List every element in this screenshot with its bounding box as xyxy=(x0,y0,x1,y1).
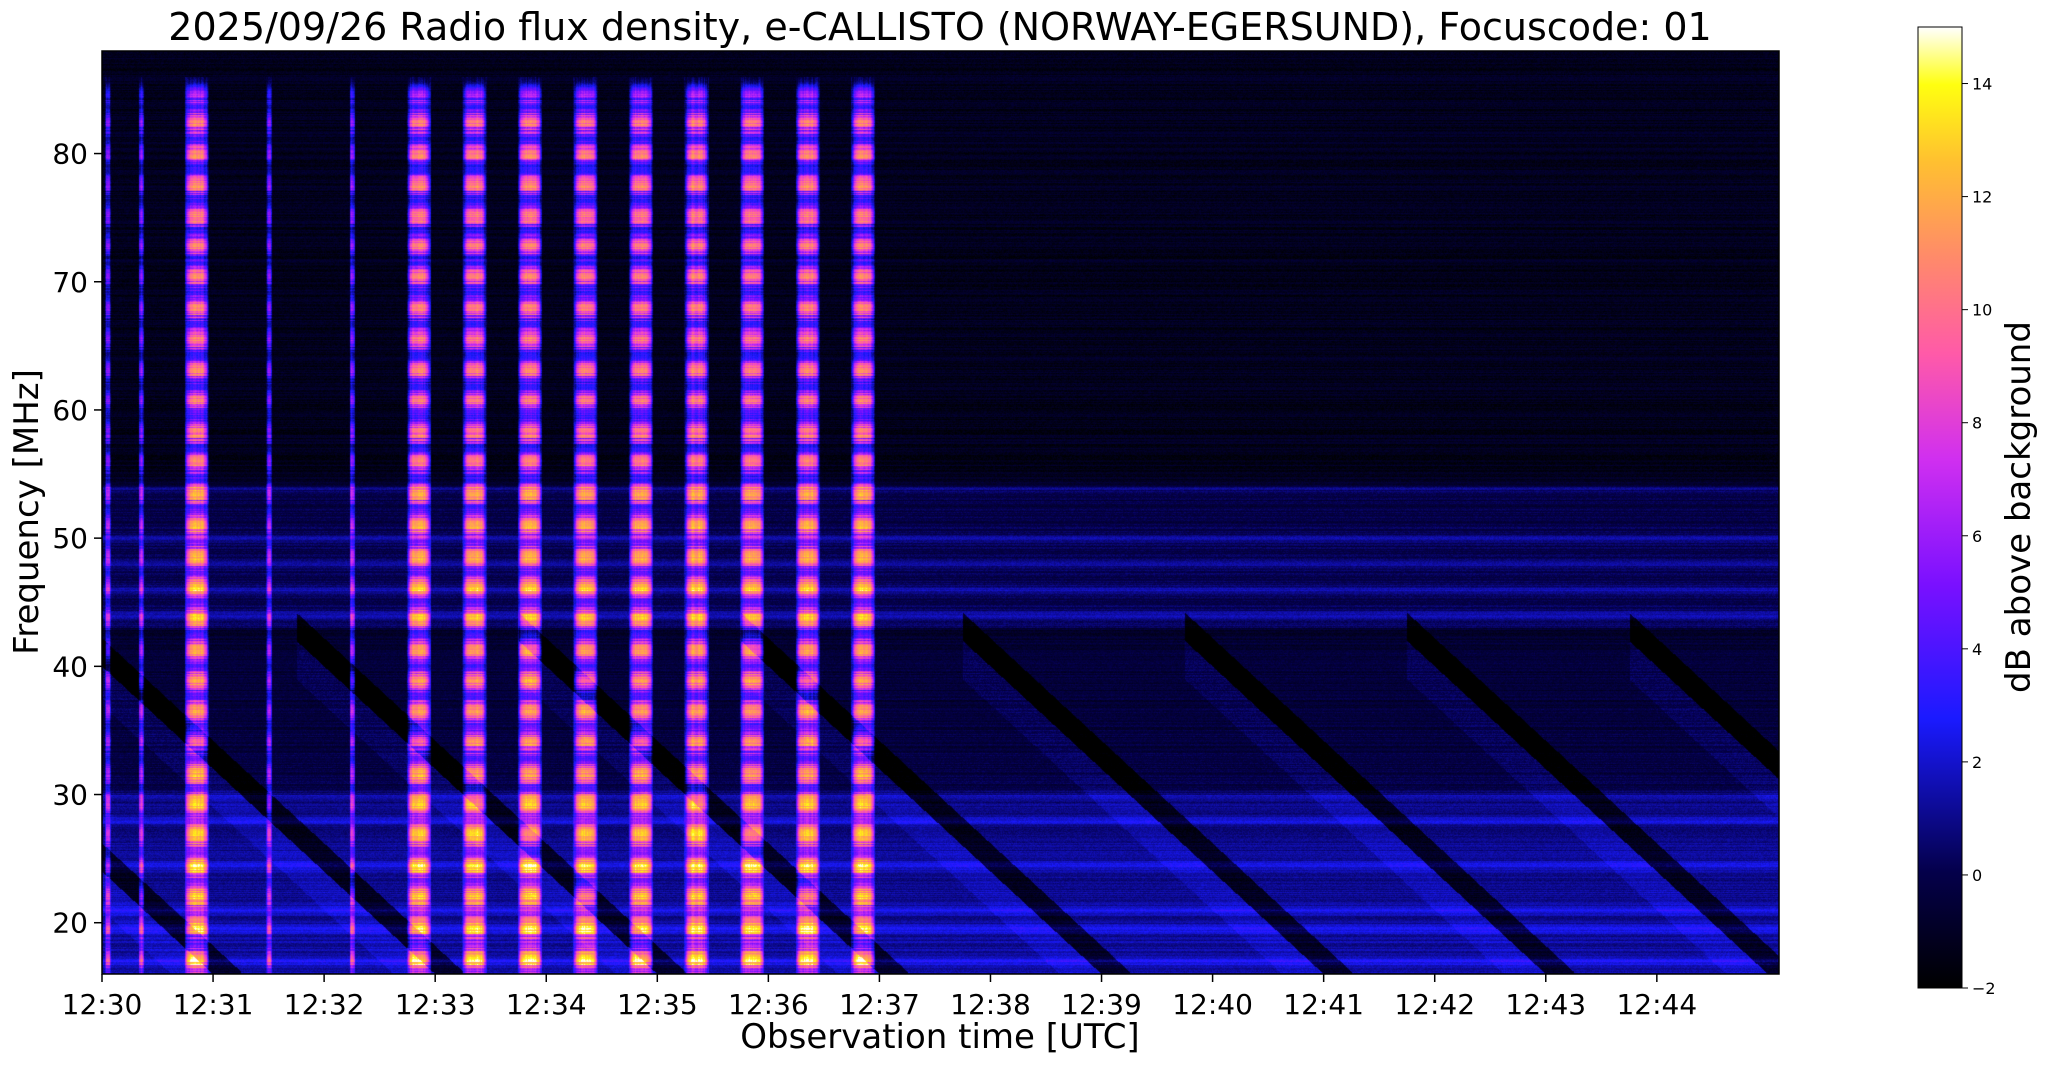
x-tick-label: 12:39 xyxy=(1061,988,1142,1021)
x-tick-label: 12:33 xyxy=(395,988,476,1021)
x-tick-label: 12:38 xyxy=(950,988,1031,1021)
colorbar xyxy=(1917,26,1963,989)
colorbar-label: dB above background xyxy=(1999,321,2039,693)
y-tick-label: 30 xyxy=(52,779,88,812)
x-tick-label: 12:40 xyxy=(1172,988,1253,1021)
y-tick-label: 50 xyxy=(52,522,88,555)
x-tick-label: 12:42 xyxy=(1394,988,1475,1021)
y-tick-label: 80 xyxy=(52,138,88,171)
plot-area xyxy=(102,51,1779,974)
colorbar-tick-label: 12 xyxy=(1972,188,1992,207)
x-tick-label: 12:43 xyxy=(1505,988,1586,1021)
x-tick-label: 12:32 xyxy=(284,988,365,1021)
y-tick-label: 60 xyxy=(52,394,88,427)
x-axis-label: Observation time [UTC] xyxy=(740,1017,1139,1057)
colorbar-tick-label: 0 xyxy=(1972,866,1982,885)
colorbar-ticks: −2 0 2 4 6 8 10 12 14 xyxy=(1962,75,1996,998)
y-axis-ticks: 20 30 40 50 60 70 80 xyxy=(52,138,102,940)
colorbar-tick-label: 4 xyxy=(1972,640,1982,659)
y-axis-label: Frequency [MHz] xyxy=(7,369,47,655)
colorbar-tick-label: 10 xyxy=(1972,301,1992,320)
y-tick-label: 20 xyxy=(52,907,88,940)
colorbar-tick-label: 6 xyxy=(1972,527,1982,546)
y-tick-label: 70 xyxy=(52,266,88,299)
colorbar-tick-label: 14 xyxy=(1972,75,1992,94)
chart-title: 2025/09/26 Radio flux density, e-CALLIST… xyxy=(168,5,1711,49)
x-tick-label: 12:30 xyxy=(62,988,143,1021)
colorbar-tick-label: 8 xyxy=(1972,414,1982,433)
x-tick-label: 12:31 xyxy=(173,988,254,1021)
x-tick-label: 12:35 xyxy=(617,988,698,1021)
x-tick-label: 12:36 xyxy=(728,988,809,1021)
plot-frame xyxy=(101,50,1780,975)
y-tick-label: 40 xyxy=(52,650,88,683)
x-axis-ticks: 12:30 12:31 12:32 12:33 12:34 12:35 12:36 12:37… xyxy=(62,974,1697,1021)
colorbar-tick-label: 2 xyxy=(1972,753,1982,772)
x-tick-label: 12:34 xyxy=(506,988,587,1021)
x-tick-label: 12:41 xyxy=(1283,988,1364,1021)
x-tick-label: 12:37 xyxy=(839,988,920,1021)
colorbar-tick-label: −2 xyxy=(1972,979,1996,998)
spectrogram-heatmap xyxy=(102,51,1779,974)
x-tick-label: 12:44 xyxy=(1616,988,1697,1021)
